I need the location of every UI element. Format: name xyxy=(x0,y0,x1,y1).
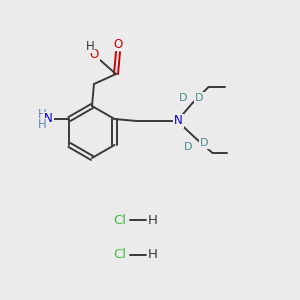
Text: N: N xyxy=(174,115,183,128)
Text: H: H xyxy=(38,107,47,121)
Text: D: D xyxy=(179,93,188,103)
Text: D: D xyxy=(195,93,204,103)
Text: D: D xyxy=(200,138,209,148)
Text: N: N xyxy=(44,112,53,125)
Text: H: H xyxy=(148,248,158,262)
Text: O: O xyxy=(89,47,99,61)
Text: O: O xyxy=(113,38,123,50)
Text: Cl: Cl xyxy=(113,248,127,262)
Text: H: H xyxy=(148,214,158,226)
Text: Cl: Cl xyxy=(113,214,127,226)
Text: H: H xyxy=(38,118,47,131)
Text: D: D xyxy=(184,142,193,152)
Text: H: H xyxy=(85,40,94,52)
